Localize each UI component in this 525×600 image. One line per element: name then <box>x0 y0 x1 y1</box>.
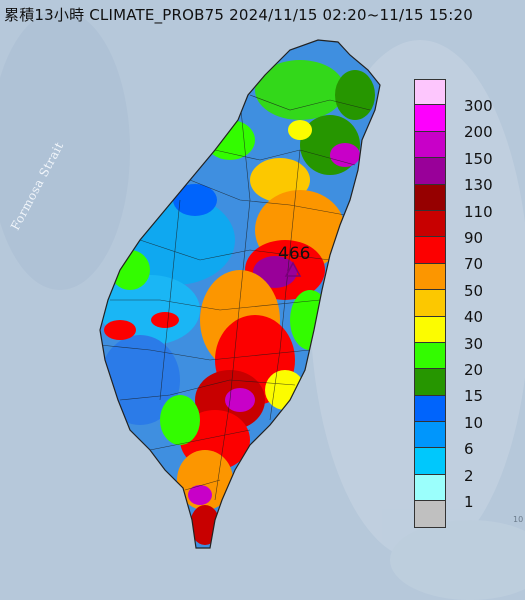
legend-swatch <box>414 448 446 475</box>
map-title: 累積13小時 CLIMATE_PROB75 2024/11/15 02:20~1… <box>4 6 473 24</box>
legend-swatch <box>414 422 446 449</box>
legend-label: 30 <box>464 334 484 353</box>
legend-swatch <box>414 316 446 343</box>
color-legend <box>414 79 448 528</box>
legend-swatch <box>414 474 446 502</box>
legend-label: 6 <box>464 440 474 459</box>
legend-label: 1 <box>464 493 474 511</box>
legend-label: 50 <box>464 281 484 300</box>
legend-label: 110 <box>464 202 493 221</box>
legend-label: 130 <box>464 176 493 195</box>
legend-swatch <box>414 237 446 264</box>
legend-swatch <box>414 369 446 396</box>
legend-label: 2 <box>464 466 474 485</box>
corner-mark: 10 <box>513 515 524 524</box>
legend-swatch <box>414 131 446 159</box>
max-marker-icon <box>284 261 302 277</box>
legend-swatch <box>414 395 446 423</box>
legend-label: 150 <box>464 149 493 168</box>
legend-swatch <box>414 342 446 370</box>
legend-label: 200 <box>464 123 493 142</box>
rain-cells <box>100 60 375 545</box>
legend-label: 15 <box>464 387 484 406</box>
taiwan-coastline <box>99 39 381 549</box>
max-rainfall-label: 466 <box>278 244 311 264</box>
legend-swatch <box>414 158 446 185</box>
legend-swatch <box>414 263 446 291</box>
legend-label: 300 <box>464 97 493 115</box>
county-boundaries <box>100 94 371 501</box>
legend-swatch <box>414 105 446 132</box>
legend-label: 90 <box>464 229 484 247</box>
legend-swatch <box>414 79 446 106</box>
legend-swatch <box>414 290 446 317</box>
legend-label: 20 <box>464 361 484 379</box>
legend-label: 10 <box>464 413 484 432</box>
legend-swatch <box>414 184 446 211</box>
legend-swatch <box>414 210 446 238</box>
legend-label: 70 <box>464 255 484 274</box>
legend-label: 40 <box>464 308 484 327</box>
legend-swatch <box>414 501 446 528</box>
